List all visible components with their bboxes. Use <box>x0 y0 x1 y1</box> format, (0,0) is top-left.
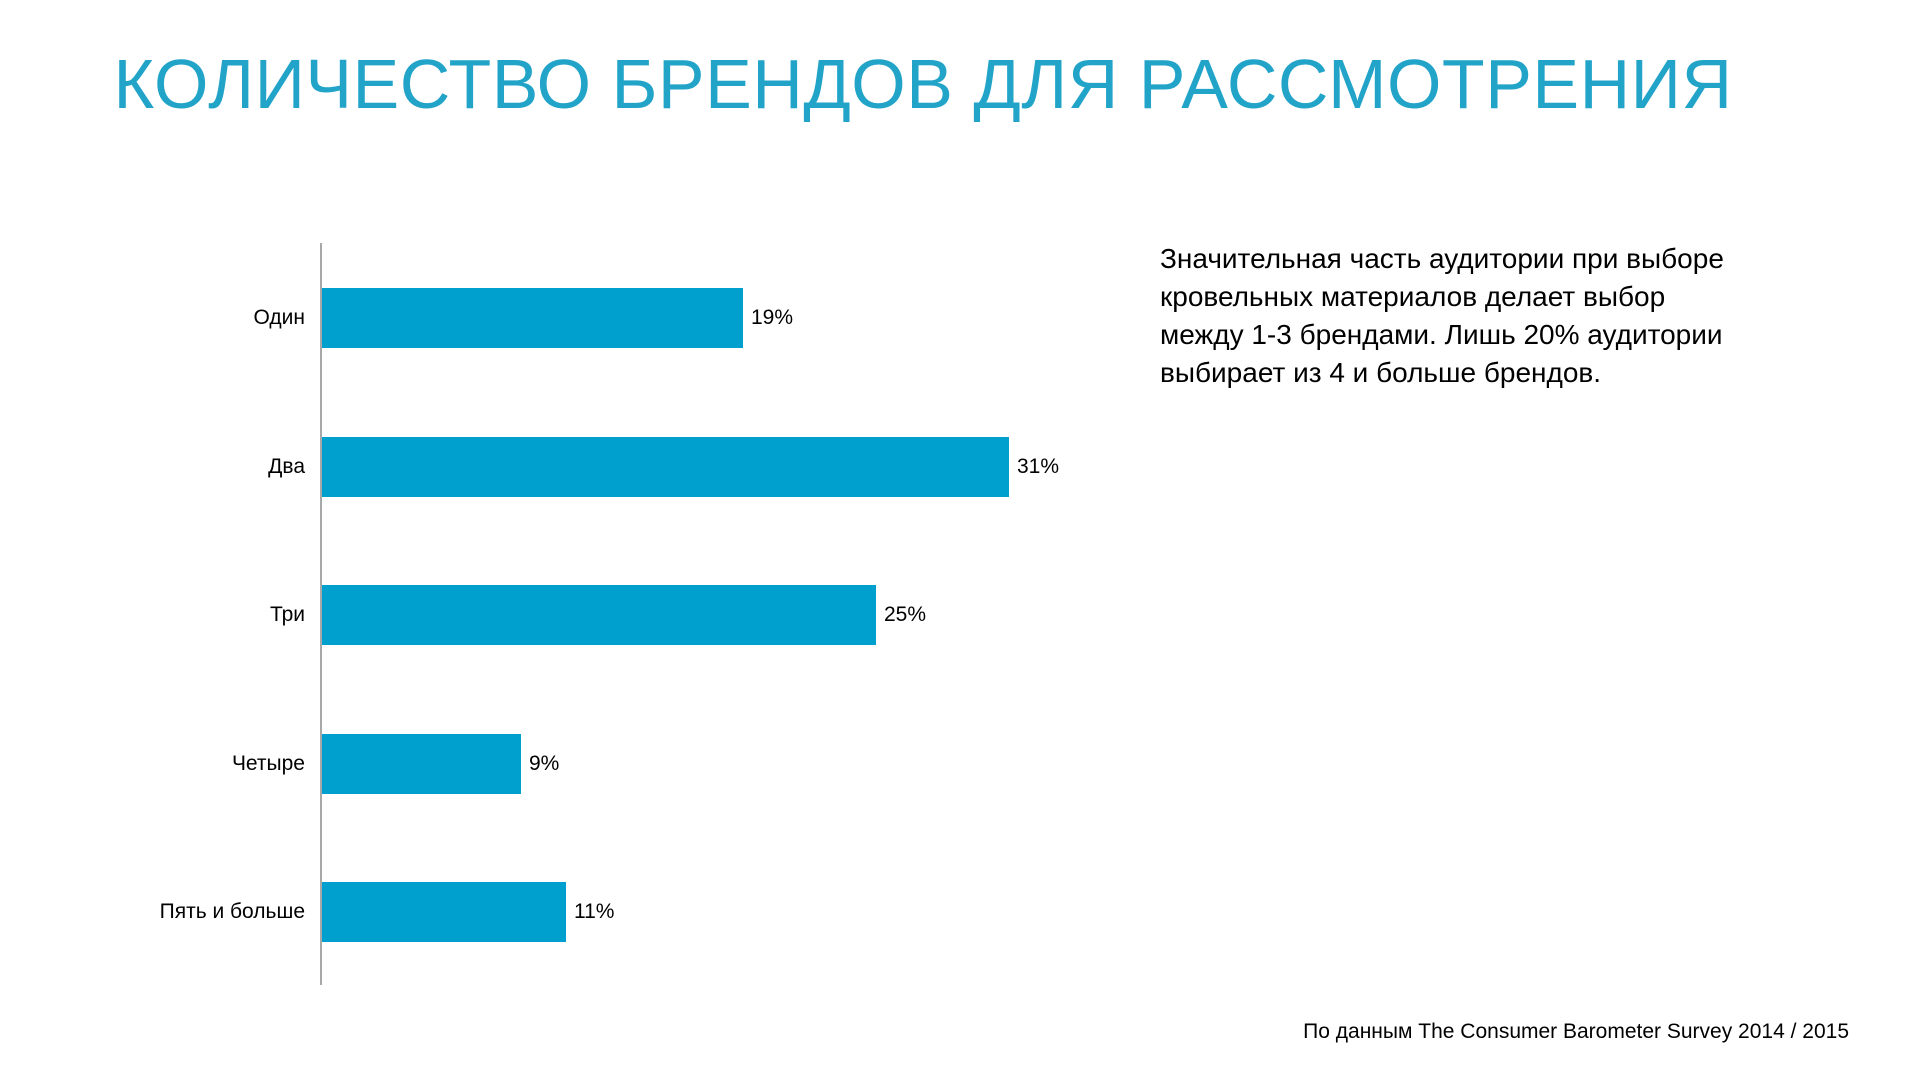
insight-text: Значительная часть аудитории при выборе … <box>1160 243 1724 388</box>
bar-chart: Один 19% Два 31% Три 25% Четыре 9% Пять … <box>0 243 1150 985</box>
y-axis-line <box>320 243 322 985</box>
bar <box>322 585 876 645</box>
bar <box>322 437 1009 497</box>
value-label: 9% <box>529 752 560 775</box>
chart-row: Два 31% <box>0 437 1150 497</box>
category-label: Пять и больше <box>159 900 305 923</box>
bar <box>322 734 521 794</box>
value-label: 19% <box>751 306 794 329</box>
source-note: По данным The Consumer Barometer Survey … <box>1303 1020 1849 1043</box>
bar <box>322 882 566 942</box>
chart-row: Три 25% <box>0 585 1150 645</box>
category-label: Три <box>269 603 305 626</box>
value-label: 11% <box>574 900 615 923</box>
value-label: 25% <box>884 603 927 626</box>
category-label: Один <box>253 306 305 329</box>
value-label: 31% <box>1017 455 1060 478</box>
chart-row: Пять и больше 11% <box>0 882 1150 942</box>
page-title: КОЛИЧЕСТВО БРЕНДОВ ДЛЯ РАССМОТРЕНИЯ <box>113 45 1733 123</box>
chart-row: Один 19% <box>0 288 1150 348</box>
category-label: Четыре <box>231 752 305 775</box>
category-label: Два <box>268 455 305 478</box>
chart-rows: Один 19% Два 31% Три 25% Четыре 9% Пять … <box>0 288 1150 948</box>
chart-row: Четыре 9% <box>0 734 1150 794</box>
bar <box>322 288 743 348</box>
